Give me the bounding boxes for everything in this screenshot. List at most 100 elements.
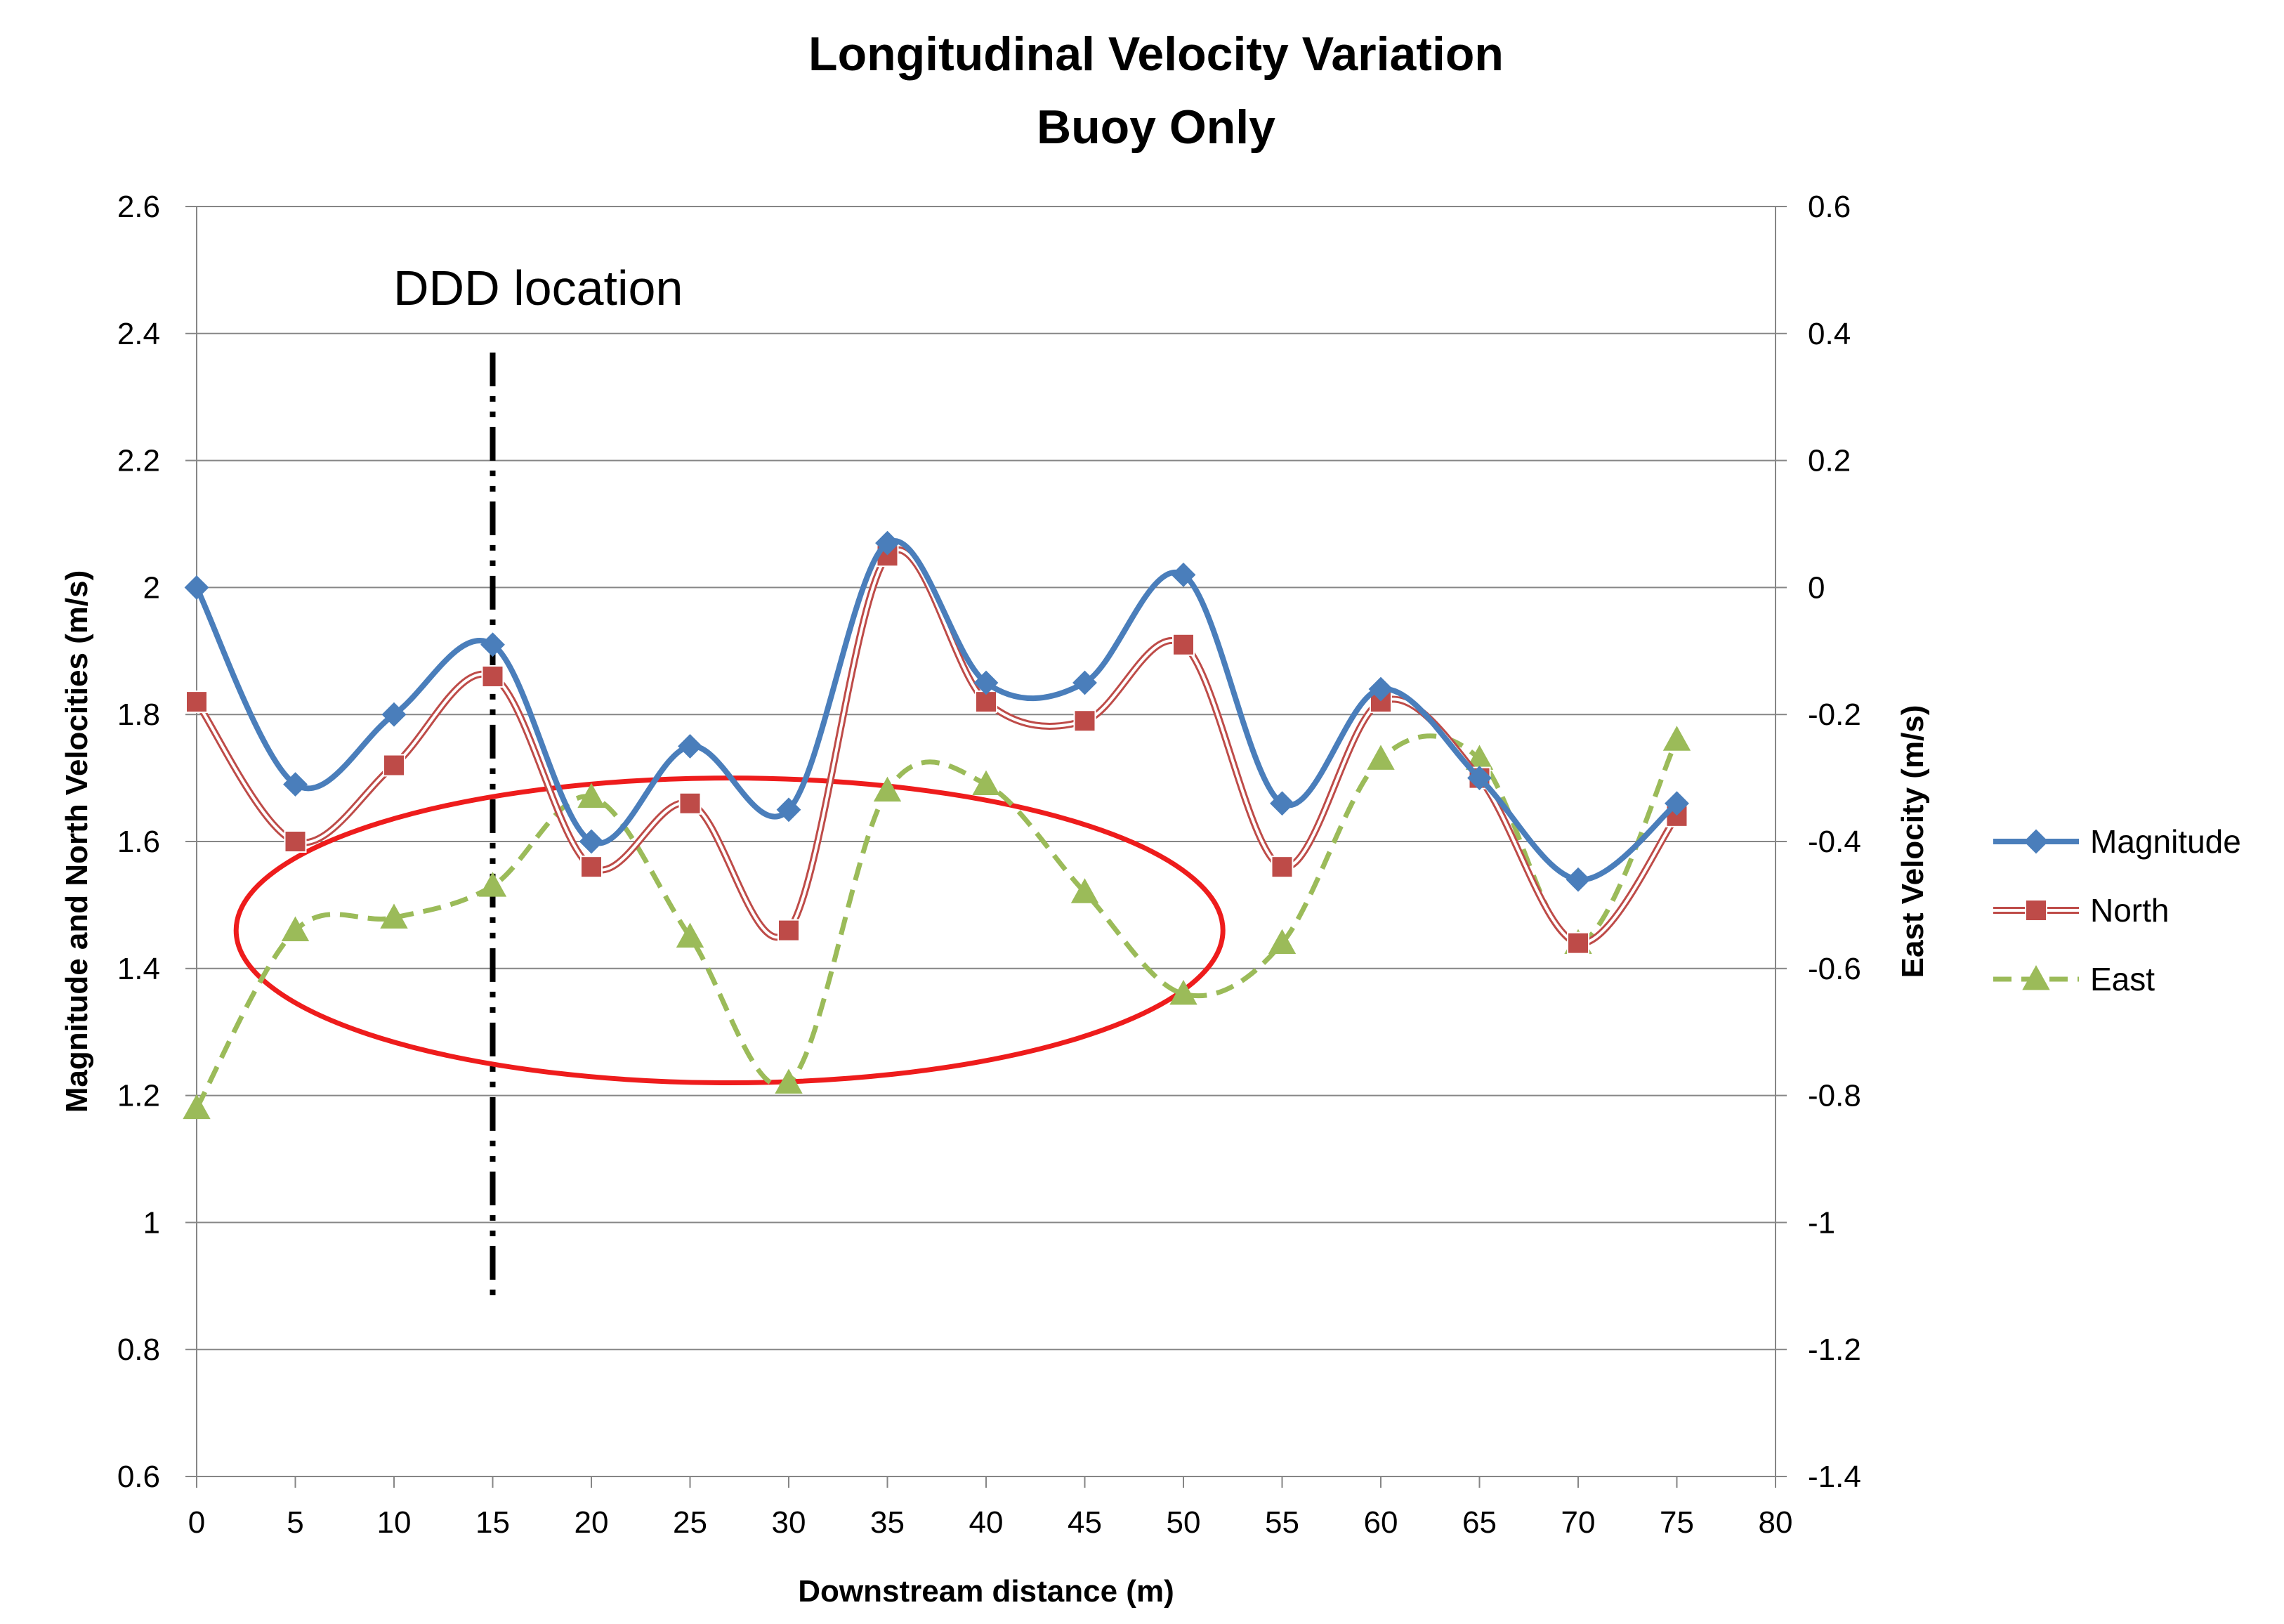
right-tick-label: -0.2 xyxy=(1808,698,1861,732)
data-point-east xyxy=(1169,979,1197,1005)
data-point-north xyxy=(481,664,504,688)
highlight-ellipse xyxy=(233,775,1226,1086)
right-tick-label: -1 xyxy=(1808,1205,1835,1240)
x-tick-label: 75 xyxy=(1660,1505,1694,1540)
x-tick-label: 80 xyxy=(1759,1505,1793,1540)
x-tick-label: 0 xyxy=(188,1505,205,1540)
data-point-east xyxy=(1268,929,1297,955)
data-point-magnitude xyxy=(973,670,999,695)
legend-marker xyxy=(2025,899,2047,922)
legend-label: North xyxy=(2090,892,2169,929)
series-magnitude xyxy=(184,530,1689,892)
right-tick-label: -1.2 xyxy=(1808,1332,1861,1367)
left-tick-label: 1 xyxy=(143,1205,160,1240)
legend-label: Magnitude xyxy=(2090,823,2241,860)
right-tick-label: -1.4 xyxy=(1808,1460,1861,1494)
data-point-magnitude xyxy=(678,733,702,759)
right-tick-label: 0.4 xyxy=(1808,317,1851,351)
chart-subtitle: Buoy Only xyxy=(1037,100,1275,154)
left-tick-label: 1.8 xyxy=(117,698,160,732)
data-point-magnitude xyxy=(184,575,209,600)
x-tick-label: 65 xyxy=(1462,1505,1497,1540)
data-point-magnitude xyxy=(1270,791,1294,816)
series-north xyxy=(185,544,1688,955)
right-tick-label: 0 xyxy=(1808,570,1825,605)
data-point-magnitude xyxy=(1566,867,1591,892)
ddd-location-label: DDD location xyxy=(393,261,683,315)
x-tick-label: 55 xyxy=(1265,1505,1299,1540)
right-tick-label: -0.8 xyxy=(1808,1079,1861,1113)
data-point-magnitude xyxy=(1665,791,1689,816)
x-tick-label: 25 xyxy=(673,1505,707,1540)
legend-item-east: East xyxy=(1993,961,2155,997)
data-point-east xyxy=(775,1068,803,1094)
left-axis-ticks: 0.6 0.8 1 1.2 1.4 1.6 1.8 2 2.2 2.4 2.6 xyxy=(117,190,197,1494)
right-axis-ticks: -1.4 -1.2 -1 -0.8 -0.6 -0.4 -0.2 0 0.2 0.4 0.6 xyxy=(1776,190,1861,1494)
data-point-east xyxy=(1367,745,1395,770)
legend-item-magnitude: Magnitude xyxy=(1993,823,2241,860)
data-point-north xyxy=(284,830,307,853)
gridlines xyxy=(197,332,1776,1351)
data-point-north xyxy=(777,919,800,942)
y2-axis-title: East Velocity (m/s) xyxy=(1896,705,1930,978)
data-point-north xyxy=(975,690,997,714)
legend-marker xyxy=(2022,964,2050,990)
data-point-east xyxy=(972,770,1000,796)
data-point-east xyxy=(1662,726,1691,751)
legend-item-north: North xyxy=(1993,892,2169,929)
data-point-east xyxy=(676,922,704,948)
x-tick-label: 50 xyxy=(1167,1505,1201,1540)
x-tick-label: 35 xyxy=(870,1505,905,1540)
data-point-east xyxy=(478,872,507,897)
data-point-north xyxy=(1271,856,1294,879)
series-east xyxy=(183,726,1691,1120)
left-tick-label: 0.6 xyxy=(117,1460,160,1494)
x-tick-label: 5 xyxy=(287,1505,303,1540)
data-point-magnitude xyxy=(1368,676,1393,702)
series-line-east xyxy=(194,733,1679,1110)
data-point-east xyxy=(380,903,408,929)
data-point-magnitude xyxy=(480,632,505,657)
x-tick-label: 40 xyxy=(969,1505,1004,1540)
data-point-magnitude xyxy=(283,772,308,797)
x-tick-label: 30 xyxy=(772,1505,806,1540)
left-tick-label: 1.2 xyxy=(117,1079,160,1113)
chart-title: Longitudinal Velocity Variation xyxy=(808,27,1504,81)
x-tick-label: 60 xyxy=(1364,1505,1398,1540)
data-point-magnitude xyxy=(579,829,604,854)
data-point-magnitude xyxy=(1467,766,1492,791)
x-axis-ticks: 0 5 10 15 20 25 30 35 40 45 50 55 60 65 70 75 80 xyxy=(188,1476,1793,1540)
data-point-east xyxy=(577,782,605,808)
x-axis-title: Downstream distance (m) xyxy=(798,1574,1174,1609)
data-point-magnitude xyxy=(776,797,801,823)
data-point-north xyxy=(383,754,405,777)
legend: Magnitude North East xyxy=(1993,823,2241,997)
data-point-east xyxy=(281,916,310,941)
x-tick-label: 20 xyxy=(575,1505,609,1540)
right-tick-label: -0.6 xyxy=(1808,952,1861,986)
y-axis-title: Magnitude and North Velocities (m/s) xyxy=(60,570,94,1113)
data-point-magnitude xyxy=(1072,670,1097,695)
left-tick-label: 2 xyxy=(143,570,160,605)
data-point-north xyxy=(185,690,208,714)
data-point-north xyxy=(1073,709,1096,733)
right-tick-label: -0.4 xyxy=(1808,825,1861,859)
data-point-magnitude xyxy=(1171,562,1196,587)
data-point-east xyxy=(1070,878,1099,903)
series-layer xyxy=(183,530,1691,1120)
data-point-north xyxy=(580,856,603,879)
series-line-magnitude xyxy=(194,538,1679,883)
data-point-magnitude xyxy=(381,702,407,727)
left-tick-label: 1.4 xyxy=(117,952,160,986)
legend-label: East xyxy=(2090,961,2155,997)
data-point-north xyxy=(678,792,702,815)
right-tick-label: 0.6 xyxy=(1808,190,1851,224)
data-point-north xyxy=(1567,931,1589,955)
data-point-magnitude xyxy=(875,530,900,556)
data-point-east xyxy=(183,1094,211,1120)
x-tick-label: 15 xyxy=(475,1505,510,1540)
left-tick-label: 1.6 xyxy=(117,825,160,859)
left-tick-label: 2.2 xyxy=(117,444,160,478)
x-tick-label: 45 xyxy=(1068,1505,1102,1540)
